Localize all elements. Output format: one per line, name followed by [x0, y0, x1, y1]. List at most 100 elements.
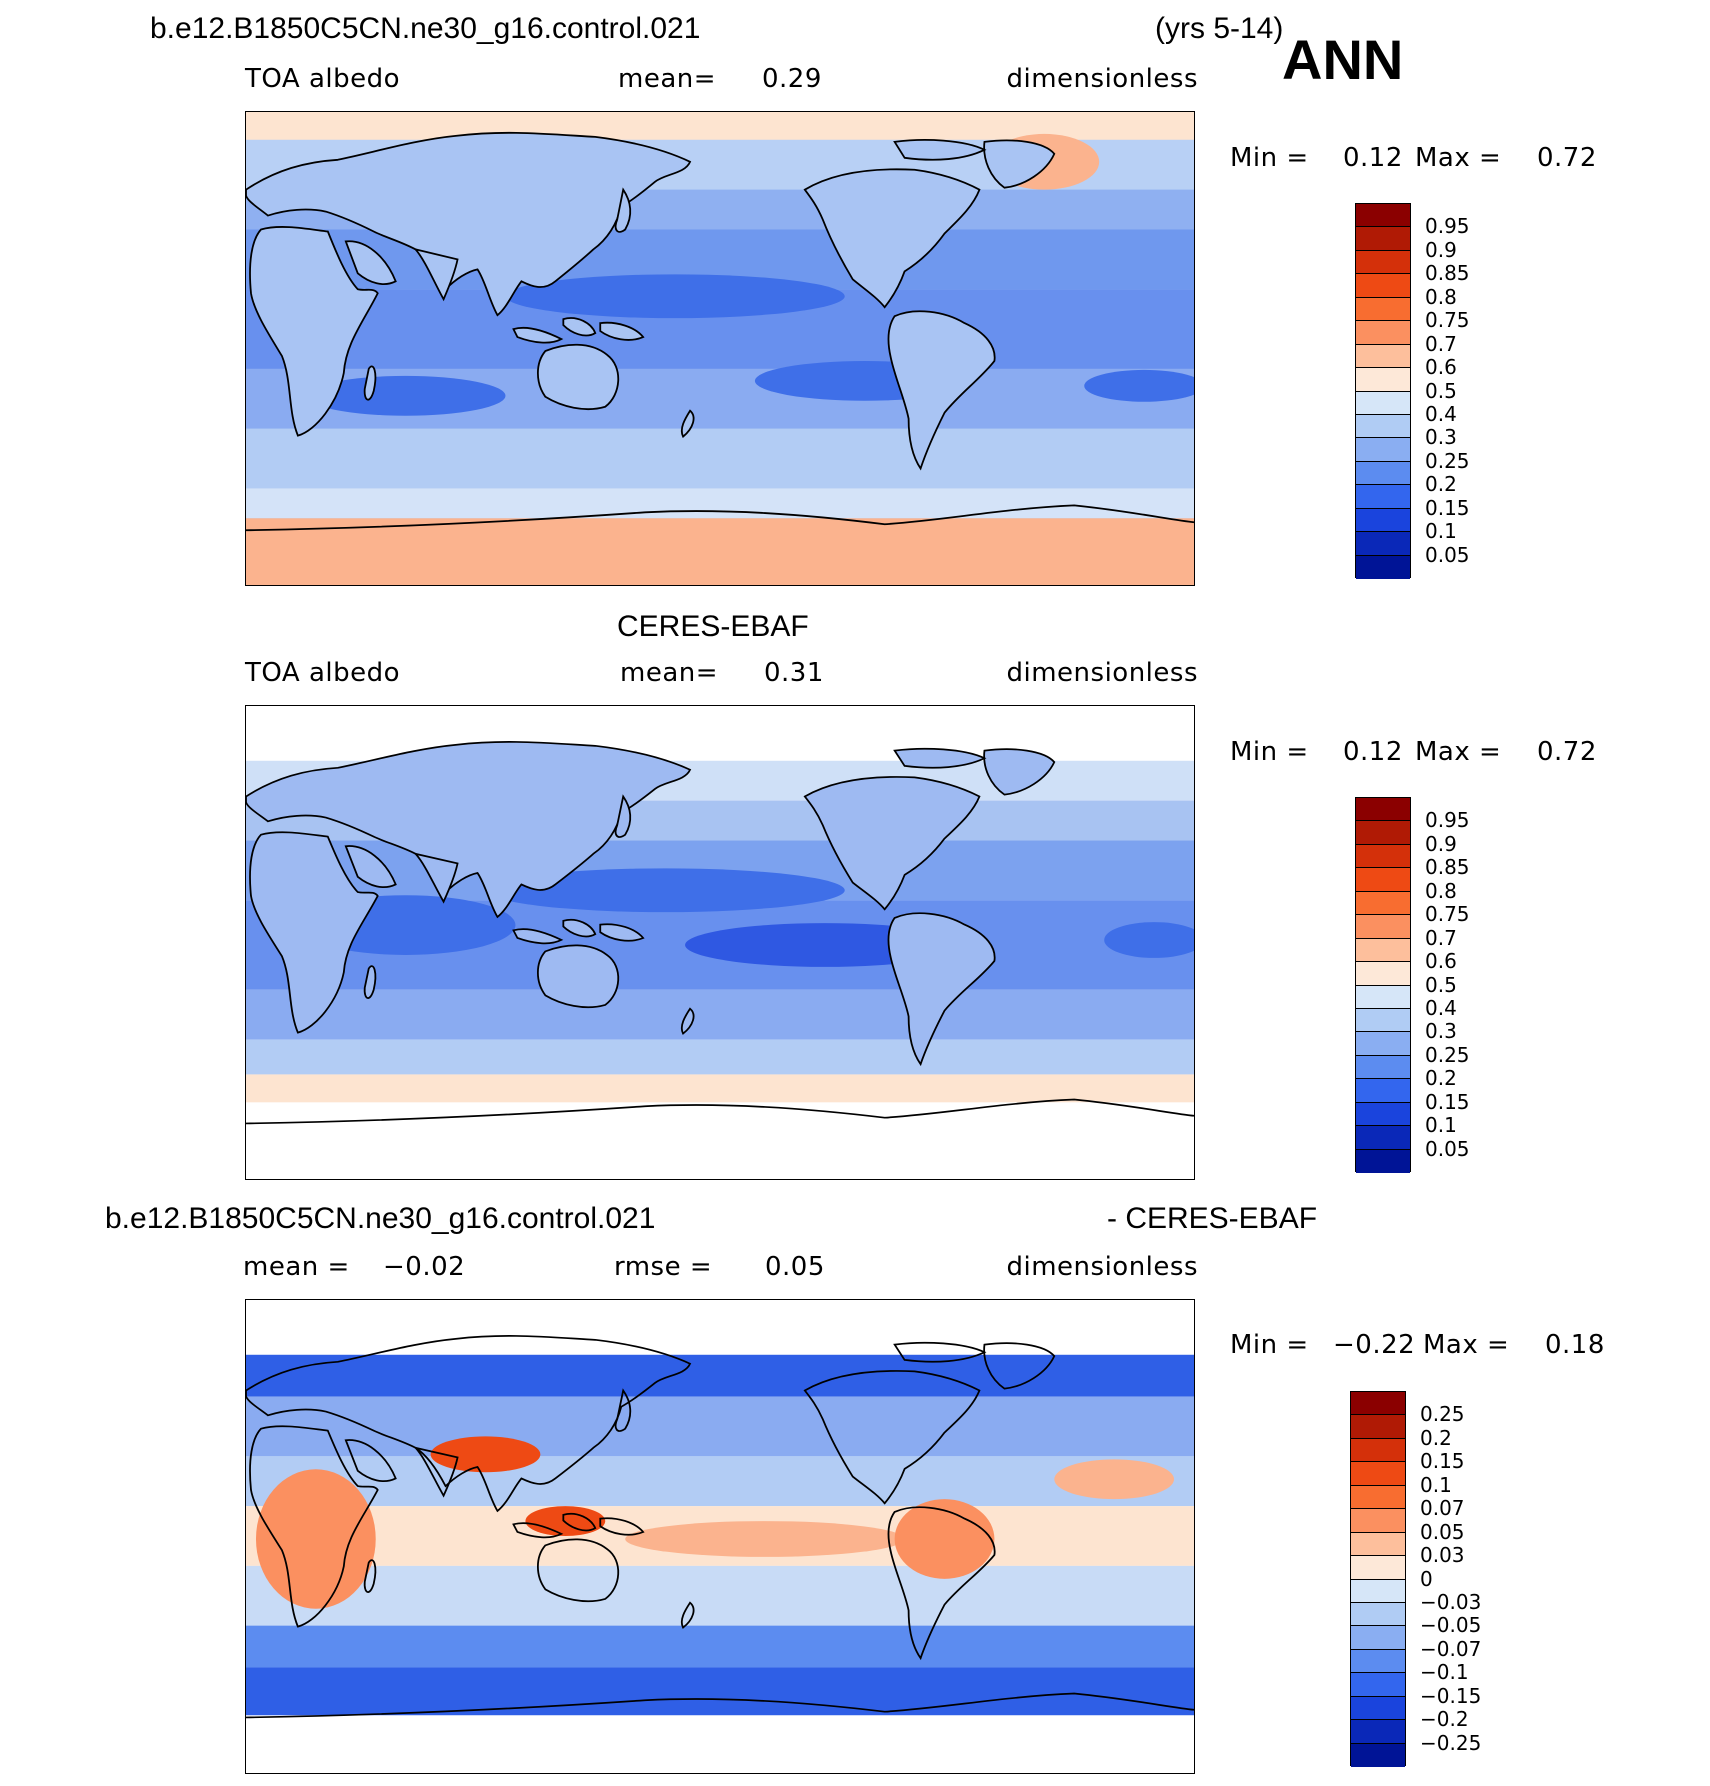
colorbar-swatch: [1351, 1696, 1405, 1721]
colorbar-tick-label: 0.95: [1425, 214, 1470, 239]
colorbar-swatch: [1356, 555, 1410, 579]
colorbar-tick-label: −0.25: [1420, 1730, 1482, 1755]
colorbar-tick-label: 0.2: [1420, 1425, 1452, 1450]
case-name-title: b.e12.B1850C5CN.ne30_g16.control.021: [150, 12, 701, 45]
panel3-min-value: −0.22: [1333, 1330, 1416, 1360]
colorbar-tick-label: 0.7: [1425, 925, 1457, 950]
panel2-units: dimensionless: [1006, 658, 1198, 688]
panel2-mean-value: 0.31: [764, 658, 824, 688]
colorbar-tick-label: 0.2: [1425, 1066, 1457, 1091]
panel1-mean-label: mean=: [618, 64, 717, 94]
colorbar-swatch: [1356, 938, 1410, 963]
panel3-max-value: 0.18: [1545, 1330, 1605, 1360]
colorbar-swatch: [1356, 844, 1410, 869]
colorbar-swatch: [1356, 891, 1410, 916]
years-label: (yrs 5-14): [1155, 12, 1284, 45]
panel2-colorbar: [1355, 797, 1411, 1173]
colorbar-swatch: [1351, 1649, 1405, 1674]
colorbar-tick-label: 0.03: [1420, 1543, 1465, 1568]
panel2-max-value: 0.72: [1537, 737, 1597, 767]
colorbar-tick-label: 0.75: [1425, 902, 1470, 927]
colorbar-tick-label: 0.6: [1425, 949, 1457, 974]
colorbar-swatch: [1356, 1126, 1410, 1150]
panel3-colorbar: [1350, 1391, 1406, 1767]
colorbar-swatch: [1356, 297, 1410, 322]
panel1-colorbar: [1355, 203, 1411, 579]
colorbar-swatch: [1356, 274, 1410, 298]
colorbar-tick-label: −0.1: [1420, 1660, 1469, 1685]
colorbar-swatch: [1351, 1392, 1405, 1416]
panel3-mean-label: mean =: [243, 1252, 350, 1282]
colorbar-tick-label: 0.25: [1425, 448, 1470, 473]
panel2-mean-label: mean=: [620, 658, 719, 688]
panel2-variable: TOA albedo: [245, 658, 401, 688]
panel3-mean-value: −0.02: [383, 1252, 466, 1282]
colorbar-tick-label: 0.3: [1425, 425, 1457, 450]
colorbar-swatch: [1351, 1485, 1405, 1510]
colorbar-swatch: [1356, 1149, 1410, 1173]
colorbar-swatch: [1356, 1008, 1410, 1033]
colorbar-swatch: [1351, 1415, 1405, 1439]
colorbar-tick-label: 0.07: [1420, 1496, 1465, 1521]
colorbar-tick-label: −0.05: [1420, 1613, 1482, 1638]
panel3-min-label: Min =: [1230, 1330, 1309, 1360]
colorbar-tick-label: 0.1: [1420, 1472, 1452, 1497]
colorbar-tick-label: 0.4: [1425, 401, 1457, 426]
colorbar-swatch: [1356, 438, 1410, 462]
panel2-map: [245, 705, 1195, 1180]
panel1-variable: TOA albedo: [245, 64, 401, 94]
colorbar-swatch: [1356, 250, 1410, 275]
colorbar-tick-label: 0.1: [1425, 1113, 1457, 1138]
colorbar-tick-label: 0.8: [1425, 284, 1457, 309]
colorbar-swatch: [1356, 915, 1410, 939]
colorbar-swatch: [1356, 798, 1410, 822]
colorbar-swatch: [1356, 1032, 1410, 1056]
colorbar-swatch: [1351, 1673, 1405, 1697]
colorbar-swatch: [1356, 321, 1410, 345]
colorbar-swatch: [1356, 204, 1410, 228]
panel1-max-label: Max =: [1415, 143, 1502, 173]
panel2-min-value: 0.12: [1343, 737, 1403, 767]
colorbar-swatch: [1351, 1720, 1405, 1744]
colorbar-tick-label: 0.9: [1425, 237, 1457, 262]
colorbar-swatch: [1351, 1626, 1405, 1650]
panel3-rmse-value: 0.05: [765, 1252, 825, 1282]
difference-map: [246, 1300, 1194, 1773]
model-albedo-map: [246, 112, 1194, 585]
colorbar-tick-label: 0.95: [1425, 808, 1470, 833]
colorbar-tick-label: 0.25: [1420, 1402, 1465, 1427]
colorbar-tick-label: 0.05: [1425, 542, 1470, 567]
colorbar-swatch: [1356, 368, 1410, 392]
panel1-max-value: 0.72: [1537, 143, 1597, 173]
colorbar-tick-label: −0.15: [1420, 1683, 1482, 1708]
colorbar-swatch: [1356, 1079, 1410, 1103]
colorbar-swatch: [1356, 1055, 1410, 1080]
colorbar-tick-label: 0: [1420, 1566, 1433, 1591]
colorbar-tick-label: 0.15: [1425, 1089, 1470, 1114]
colorbar-swatch: [1356, 344, 1410, 369]
season-label: ANN: [1282, 28, 1404, 91]
colorbar-swatch: [1351, 1602, 1405, 1627]
colorbar-tick-label: 0.9: [1425, 831, 1457, 856]
panel1-min-label: Min =: [1230, 143, 1309, 173]
panel1-units: dimensionless: [1006, 64, 1198, 94]
colorbar-swatch: [1351, 1743, 1405, 1767]
colorbar-tick-label: 0.6: [1425, 355, 1457, 380]
colorbar-tick-label: −0.07: [1420, 1636, 1482, 1661]
colorbar-tick-label: 0.25: [1425, 1042, 1470, 1067]
colorbar-tick-label: 0.05: [1425, 1136, 1470, 1161]
colorbar-tick-label: −0.03: [1420, 1589, 1482, 1614]
panel1-map: [245, 111, 1195, 586]
colorbar-tick-label: 0.5: [1425, 378, 1457, 403]
colorbar-tick-label: 0.3: [1425, 1019, 1457, 1044]
panel3-title-right: - CERES-EBAF: [1107, 1202, 1318, 1235]
panel3-max-label: Max =: [1423, 1330, 1510, 1360]
panel2-max-label: Max =: [1415, 737, 1502, 767]
colorbar-swatch: [1356, 962, 1410, 986]
colorbar-swatch: [1356, 461, 1410, 486]
panel1-mean-value: 0.29: [762, 64, 822, 94]
colorbar-tick-label: 0.75: [1425, 308, 1470, 333]
panel2-min-label: Min =: [1230, 737, 1309, 767]
colorbar-swatch: [1356, 985, 1410, 1009]
colorbar-tick-label: 0.05: [1420, 1519, 1465, 1544]
